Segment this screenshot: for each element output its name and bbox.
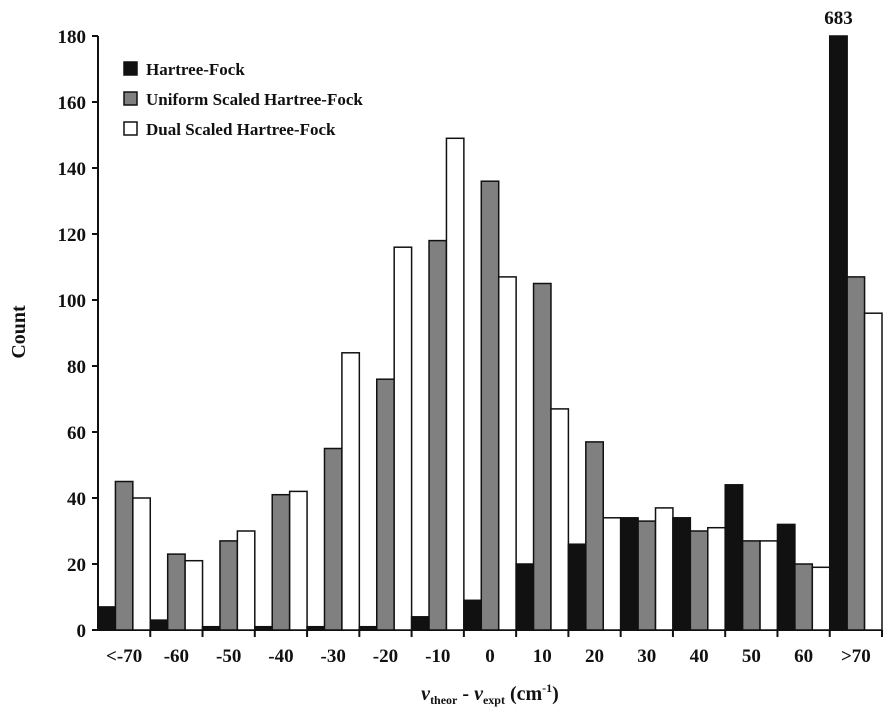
- x-tick-label: -50: [216, 646, 241, 667]
- legend-swatch: [123, 61, 138, 76]
- x-tick-label: <-70: [106, 646, 142, 667]
- bar-hartree-fock-3: [254, 625, 273, 631]
- bar-dual-scaled-hartree-fock-11: [707, 526, 726, 631]
- bar-hartree-fock-0: [97, 606, 117, 631]
- x-tick-label: >70: [841, 646, 871, 667]
- bar-uniform-scaled-hartree-fock-13: [794, 563, 814, 631]
- bar-dual-scaled-hartree-fock-13: [811, 566, 831, 631]
- bar-uniform-scaled-hartree-fock-8: [532, 282, 552, 631]
- x-axis-title-sub2: expt: [483, 693, 505, 707]
- x-axis-title-nu2: ν: [474, 683, 484, 705]
- bar-hartree-fock-2: [201, 625, 221, 631]
- y-tick-label: 60: [67, 423, 86, 444]
- bar-uniform-scaled-hartree-fock-7: [480, 180, 500, 631]
- bar-uniform-scaled-hartree-fock-3: [271, 493, 291, 631]
- bar-hartree-fock-13: [776, 523, 796, 631]
- x-axis-title-minus: -: [457, 683, 474, 705]
- bar-hartree-fock-7: [463, 599, 483, 631]
- y-tick-label: 0: [77, 621, 87, 642]
- y-tick-label: 180: [58, 27, 87, 48]
- x-tick-label: 60: [794, 646, 813, 667]
- bar-hartree-fock-12: [724, 484, 744, 631]
- legend-label: Hartree-Fock: [146, 60, 245, 79]
- bar-hartree-fock-5: [358, 625, 378, 631]
- bar-uniform-scaled-hartree-fock-1: [166, 553, 186, 631]
- x-axis-title-unit: (cm: [505, 683, 543, 705]
- bar-hartree-fock-6: [410, 616, 430, 631]
- bar-uniform-scaled-hartree-fock-10: [637, 520, 657, 631]
- x-tick-label: -40: [268, 646, 293, 667]
- bar-uniform-scaled-hartree-fock-11: [689, 530, 709, 631]
- x-tick-label: -20: [373, 646, 398, 667]
- bar-dual-scaled-hartree-fock-4: [341, 352, 361, 631]
- legend-swatch: [123, 121, 138, 136]
- bar-hartree-fock-14: [828, 35, 848, 631]
- y-tick-label: 140: [58, 159, 87, 180]
- bar-dual-scaled-hartree-fock-9: [602, 517, 622, 631]
- bar-dual-scaled-hartree-fock-14: [863, 312, 883, 631]
- bar-uniform-scaled-hartree-fock-0: [114, 480, 134, 631]
- bar-hartree-fock-1: [149, 619, 169, 631]
- x-tick-label: 20: [585, 646, 604, 667]
- legend-swatch: [123, 91, 138, 106]
- bar-dual-scaled-hartree-fock-8: [550, 408, 570, 631]
- x-axis-title-unit-exp: -1: [542, 681, 552, 695]
- y-tick-label: 100: [58, 291, 87, 312]
- y-tick-label: 40: [67, 489, 86, 510]
- bar-hartree-fock-9: [567, 543, 587, 631]
- bar-uniform-scaled-hartree-fock-12: [741, 540, 761, 631]
- x-axis: <-70 -60 -50 -40 -30 -20 -10 0 10 20 30 40 50 60 >70: [98, 629, 883, 667]
- x-tick-label: -10: [425, 646, 450, 667]
- bar-hartree-fock-10: [619, 517, 639, 631]
- bar-uniform-scaled-hartree-fock-5: [376, 378, 395, 631]
- bar-dual-scaled-hartree-fock-6: [445, 137, 465, 631]
- x-axis-title-nu1: ν: [421, 683, 431, 705]
- x-tick-label: 30: [637, 646, 656, 667]
- y-tick-label: 20: [67, 555, 86, 576]
- bar-dual-scaled-hartree-fock-2: [236, 530, 256, 631]
- bar-uniform-scaled-hartree-fock-6: [428, 239, 448, 631]
- bar-hartree-fock-8: [515, 563, 535, 631]
- y-tick-label: 120: [58, 225, 87, 246]
- bar-uniform-scaled-hartree-fock-14: [846, 276, 866, 631]
- bars: [97, 35, 883, 631]
- bar-uniform-scaled-hartree-fock-2: [219, 540, 239, 631]
- annotations: 683: [824, 8, 853, 29]
- x-tick-label: 40: [690, 646, 709, 667]
- x-axis-title: νtheor - νexpt (cm-1): [421, 681, 559, 707]
- bar-dual-scaled-hartree-fock-3: [288, 490, 308, 631]
- bar-value-annotation: 683: [824, 8, 853, 29]
- x-tick-label: 0: [485, 646, 495, 667]
- bar-dual-scaled-hartree-fock-10: [654, 507, 674, 631]
- bar-dual-scaled-hartree-fock-12: [759, 540, 779, 631]
- y-axis-title: Count: [8, 305, 30, 359]
- bar-uniform-scaled-hartree-fock-9: [585, 441, 604, 631]
- bar-dual-scaled-hartree-fock-5: [393, 246, 413, 631]
- y-tick-label: 80: [67, 357, 86, 378]
- x-axis-title-sub1: theor: [430, 693, 458, 707]
- bar-hartree-fock-4: [306, 625, 326, 631]
- x-tick-label: 50: [742, 646, 761, 667]
- legend: Hartree-Fock Uniform Scaled Hartree-Fock D…: [123, 60, 363, 139]
- bar-dual-scaled-hartree-fock-0: [132, 497, 152, 631]
- y-tick-label: 160: [58, 93, 87, 114]
- legend-label: Uniform Scaled Hartree-Fock: [146, 90, 363, 109]
- bar-hartree-fock-11: [672, 517, 692, 631]
- x-tick-label: -60: [164, 646, 189, 667]
- legend-label: Dual Scaled Hartree-Fock: [146, 120, 336, 139]
- bar-dual-scaled-hartree-fock-7: [497, 276, 517, 631]
- bar-dual-scaled-hartree-fock-1: [184, 559, 204, 631]
- y-axis: 0 20 40 60 80 100 120 140 160 180: [58, 27, 99, 642]
- x-axis-title-unit-close: ): [552, 683, 559, 705]
- x-tick-label: 10: [533, 646, 552, 667]
- bar-uniform-scaled-hartree-fock-4: [323, 447, 343, 631]
- x-tick-label: -30: [321, 646, 346, 667]
